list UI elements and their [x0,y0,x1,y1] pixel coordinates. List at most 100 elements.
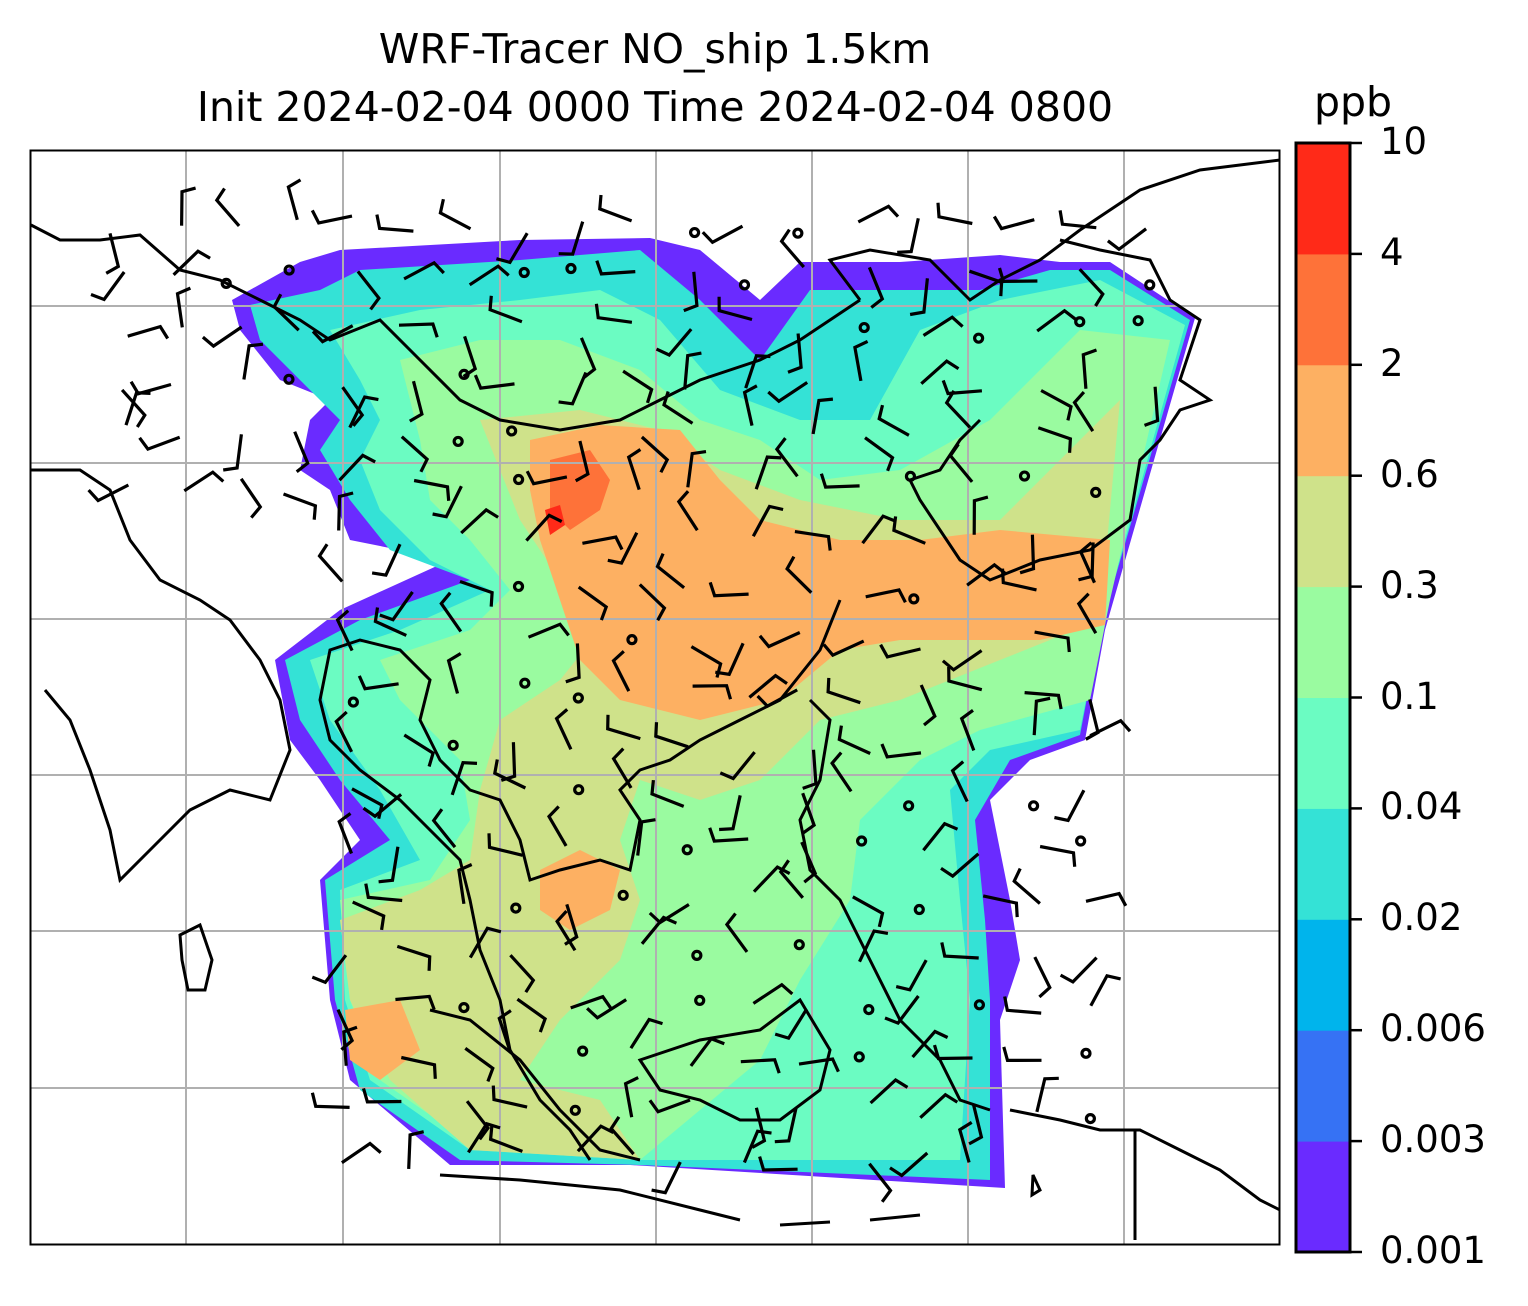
coastlines [31,158,1279,1240]
calm-wind-marker [858,321,870,334]
colorbar-tick-label: 10 [1380,120,1428,163]
calm-wind-marker [565,262,577,275]
calm-wind-marker [506,425,518,437]
calm-wind-marker [855,835,868,847]
wind-barbs [87,178,1160,1203]
calm-wind-marker [863,1004,875,1016]
wind-barb [488,1125,523,1153]
wind-barb [464,1047,495,1082]
wind-barb [798,1057,840,1073]
calm-wind-marker [626,634,638,646]
wind-barb [509,954,536,994]
wind-barb [868,1162,893,1203]
colorbar-bin [1296,808,1350,920]
calm-wind-marker [347,696,359,708]
wind-barb [779,228,806,269]
wind-barb [607,531,639,565]
wind-barb [794,530,832,551]
wind-barb [570,994,613,1010]
wind-barb [335,609,354,652]
wind-barb [317,543,344,583]
wind-barb [884,995,920,1026]
wind-barb [940,942,979,960]
colorbar-bin [1296,1141,1350,1253]
calm-wind-marker [519,677,531,689]
calm-wind-marker [792,227,804,239]
calm-wind-marker [973,999,986,1011]
map-frame [29,149,1281,1246]
wind-barb [751,504,784,538]
calm-wind-marker [573,784,585,796]
wind-barb [774,1107,798,1144]
wind-barb [1106,227,1148,252]
wind-barb [337,491,354,531]
wind-barb [1078,268,1105,307]
colorbar-bin [1296,1030,1350,1142]
wind-barb [341,386,365,427]
wind-barb [554,708,573,750]
wind-barb [1081,348,1098,389]
chart-title-line2: Init 2024-02-04 0000 Time 2024-02-04 080… [196,83,1114,131]
wind-barb [286,178,302,221]
wind-barb [683,351,702,390]
wind-barb [379,590,414,622]
wind-barb [574,440,590,483]
wind-barb [754,455,782,490]
wind-barb [1012,867,1041,905]
wind-barb [594,303,633,324]
calm-wind-marker [903,800,915,812]
wind-barb [811,397,834,435]
wind-barb [858,929,889,963]
wind-barb [826,677,861,705]
calm-wind-marker [1018,470,1031,482]
wind-barb [338,453,376,482]
wind-barb [1040,389,1073,421]
colorbar-bin [1296,364,1350,477]
wind-barb [922,315,964,337]
wind-barb [1054,789,1086,823]
wind-barb [495,232,529,265]
wind-barb [950,760,969,803]
chart-title-line1: WRF-Tracer NO_ship 1.5km [378,25,932,73]
wind-barb [595,260,636,276]
wind-barb [334,710,354,753]
wind-barb [895,959,928,992]
wind-barb [751,1107,767,1149]
wind-barb [819,473,860,489]
wind-barb [342,1025,358,1066]
wind-barb [491,1085,528,1109]
colorbar-tick-label: 0.001 [1380,1229,1486,1272]
colorbar-bin [1296,143,1350,255]
wind-barb [201,325,243,349]
wind-barb [919,684,937,727]
wind-barb [105,233,121,275]
calm-wind-marker [458,368,470,381]
wind-barb [879,643,921,659]
wind-barb [785,555,813,594]
field-orange-3 [345,1000,420,1080]
wind-barb [748,673,788,699]
wind-barb [774,437,799,478]
wind-barb [432,485,463,519]
colorbar-tick-label: 0.006 [1380,1007,1486,1051]
colorbar-unit: ppb [1314,78,1393,126]
wind-barb [439,591,463,633]
calm-wind-marker [569,1104,581,1116]
wind-barb [446,652,462,694]
wind-barb [865,588,907,604]
wind-barb [1072,391,1095,432]
wind-barb [547,805,568,847]
wind-barb [222,434,243,472]
wind-barb [972,495,989,535]
wind-barb [968,269,1004,297]
wind-barb [651,1161,682,1195]
wind-barb [239,477,263,519]
wind-barb [468,264,510,287]
colorbar-bin [1296,253,1350,366]
wind-barb [889,1151,929,1178]
wind-barb [487,833,523,857]
wind-barb [992,215,1035,231]
wind-barb [654,722,689,749]
wind-barb [460,507,499,535]
colorbar-bin [1296,475,1350,588]
